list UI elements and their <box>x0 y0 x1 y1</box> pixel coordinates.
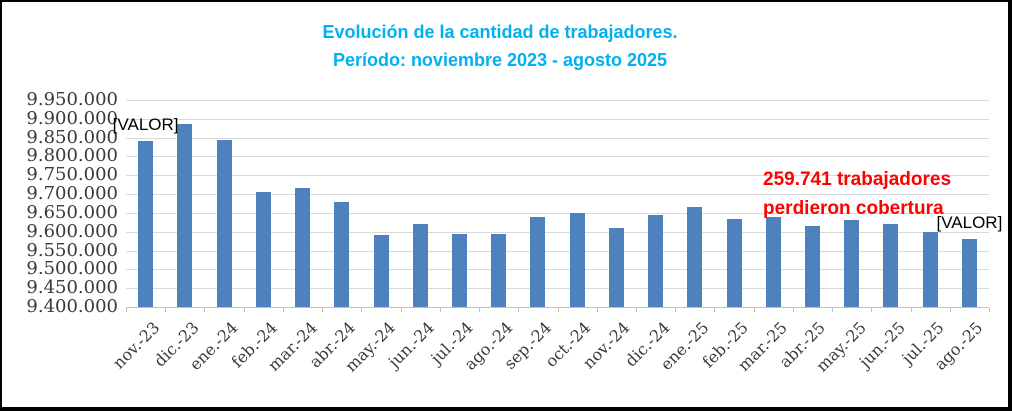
x-axis-tick <box>793 308 794 312</box>
bar-ago-24 <box>491 234 507 307</box>
y-tick-label: 9.700.000 <box>26 183 118 204</box>
data-label-nov-23: [VALOR] <box>112 115 179 134</box>
bar-may-25 <box>844 220 860 307</box>
x-axis-tick <box>714 308 715 312</box>
y-tick-label: 9.450.000 <box>26 277 118 298</box>
x-axis-tick <box>440 308 441 312</box>
y-tick-label: 9.500.000 <box>26 258 118 279</box>
x-axis-line <box>126 307 989 308</box>
y-tick-label: 9.600.000 <box>26 221 118 242</box>
x-axis-tick <box>950 308 951 312</box>
x-axis-tick <box>518 308 519 312</box>
y-tick-label: 9.950.000 <box>26 89 118 110</box>
x-axis-tick <box>911 308 912 312</box>
chart-title-line-2: Período: noviembre 2023 - agosto 2025 <box>332 50 668 70</box>
y-tick-label: 9.750.000 <box>26 164 118 185</box>
y-tick-label: 9.800.000 <box>26 145 118 166</box>
gridline <box>126 138 989 139</box>
data-label-ago-25: [VALOR] <box>936 213 1003 232</box>
gridline <box>126 119 989 120</box>
gridline <box>126 269 989 270</box>
x-axis-tick <box>871 308 872 312</box>
bar-sep-24 <box>530 217 546 307</box>
y-tick-label: 9.650.000 <box>26 202 118 223</box>
x-axis-tick <box>401 308 402 312</box>
bar-nov-24 <box>608 228 624 307</box>
bar-ene-25 <box>687 207 703 307</box>
bar-mar-25 <box>765 217 781 307</box>
x-axis-tick <box>204 308 205 312</box>
gridline <box>126 100 989 101</box>
x-axis-tick <box>322 308 323 312</box>
x-axis-tick <box>989 308 990 312</box>
bar-may-24 <box>373 235 389 307</box>
gridline <box>126 213 989 214</box>
chart-title-line-1: Evolución de la cantidad de trabajadores… <box>322 22 678 42</box>
x-axis-tick <box>832 308 833 312</box>
gridline <box>126 232 989 233</box>
x-axis-tick <box>636 308 637 312</box>
bar-feb-24 <box>255 192 271 307</box>
bar-dic-23 <box>177 124 193 307</box>
bar-mar-24 <box>295 188 310 307</box>
gridline <box>126 251 989 252</box>
bar-ago-25 <box>961 239 977 307</box>
bar-jun-24 <box>412 224 428 307</box>
x-axis-tick <box>675 308 676 312</box>
x-axis-tick <box>754 308 755 312</box>
gridline <box>126 194 989 195</box>
chart-title: Evolución de la cantidad de trabajadores… <box>2 18 998 74</box>
bar-jul-24 <box>451 234 467 307</box>
x-axis-tick <box>283 308 284 312</box>
y-tick-label: 9.850.000 <box>26 127 118 148</box>
bar-abr-24 <box>334 202 350 307</box>
x-axis-tick <box>597 308 598 312</box>
bar-jul-25 <box>922 232 938 307</box>
x-axis-tick <box>244 308 245 312</box>
x-axis-tick <box>558 308 559 312</box>
bar-feb-25 <box>726 219 742 307</box>
bar-nov-23 <box>138 141 154 307</box>
x-axis-tick <box>126 308 127 312</box>
y-tick-label: 9.550.000 <box>26 240 118 261</box>
bar-oct-24 <box>569 213 585 307</box>
x-axis-tick <box>479 308 480 312</box>
annotation-line-2: perdieron cobertura <box>763 198 944 219</box>
bar-jun-25 <box>883 224 899 307</box>
bar-abr-25 <box>805 226 820 307</box>
bar-ene-24 <box>216 140 232 307</box>
x-axis-tick <box>165 308 166 312</box>
annotation-workers-lost: 259.741 trabajadores perdieron cobertura <box>763 165 951 223</box>
gridline <box>126 288 989 289</box>
x-tick-label: nov.-23 <box>109 318 164 373</box>
y-tick-label: 9.400.000 <box>26 296 118 317</box>
x-axis-tick <box>361 308 362 312</box>
gridline <box>126 175 989 176</box>
bar-dic-24 <box>648 215 664 307</box>
annotation-line-1: 259.741 trabajadores <box>763 169 952 190</box>
gridline <box>126 156 989 157</box>
y-tick-label: 9.900.000 <box>26 108 118 129</box>
